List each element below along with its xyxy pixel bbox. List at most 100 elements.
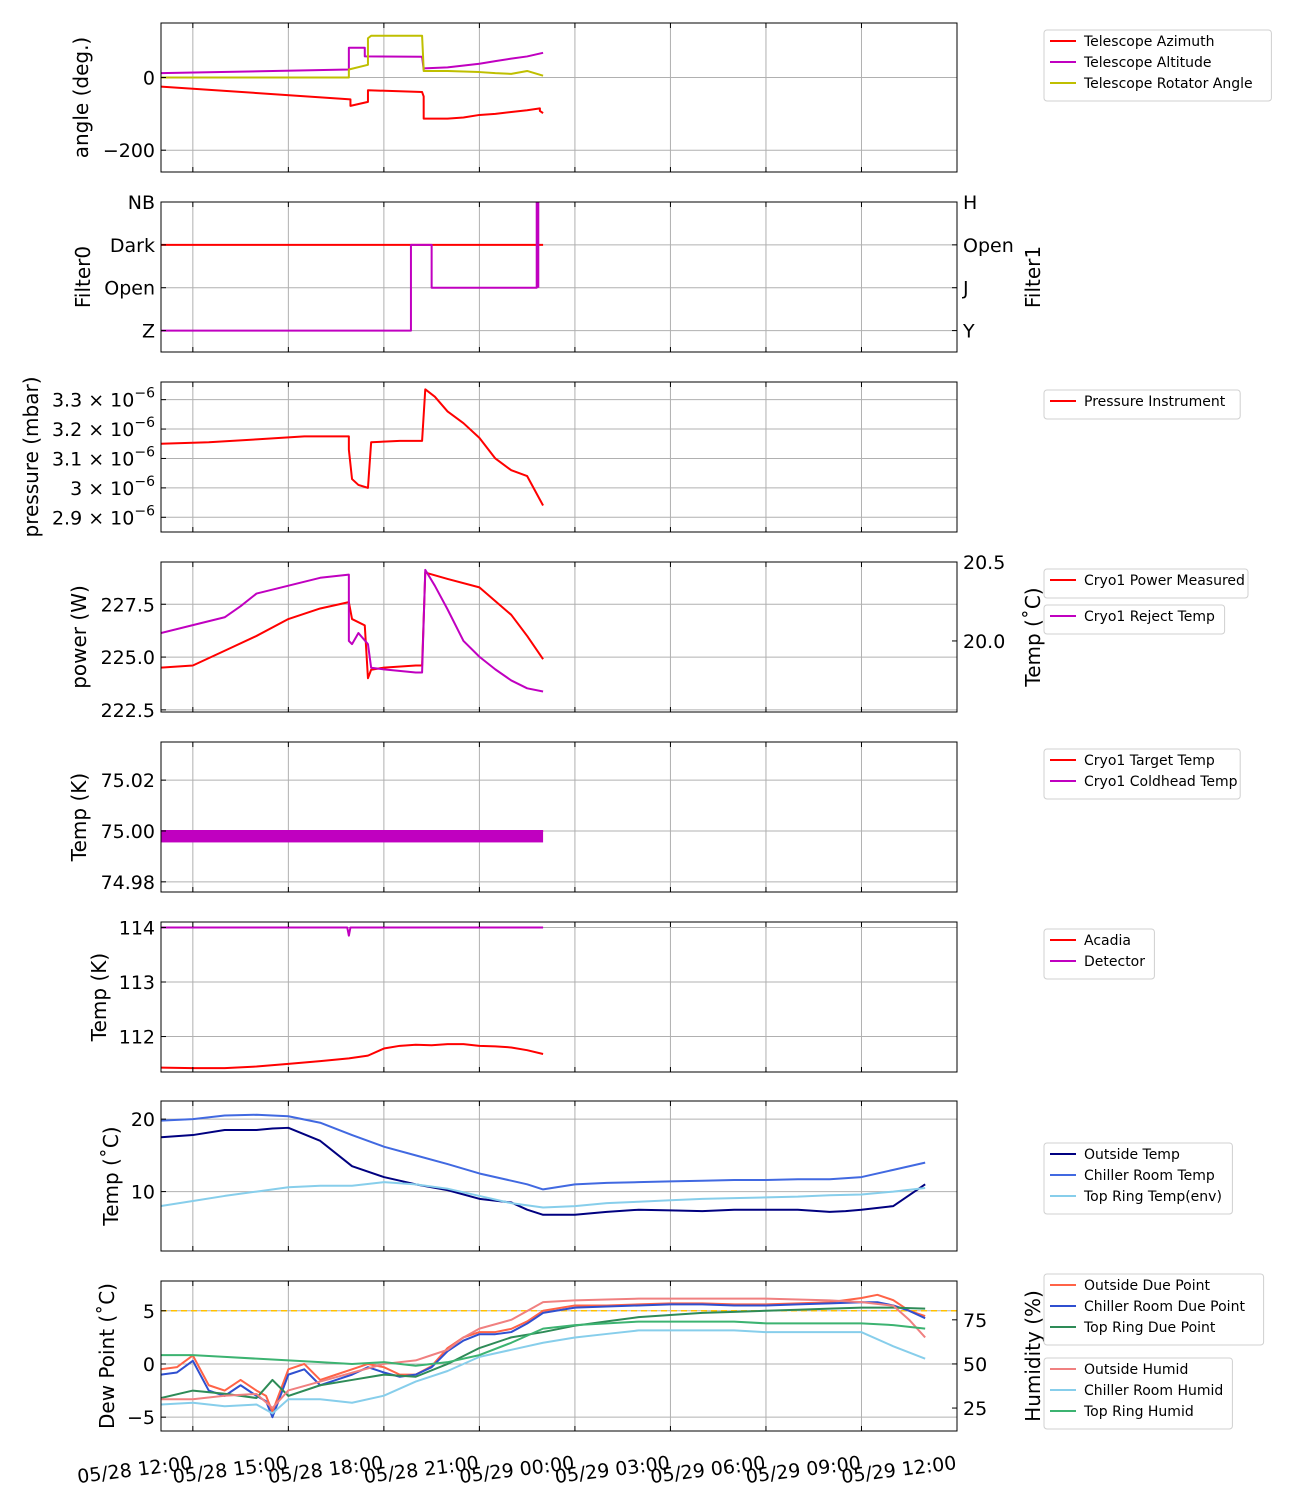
y-tick-label: Dark	[110, 235, 155, 257]
legend-label: Top Ring Due Point	[1083, 1320, 1216, 1336]
y-axis-label: power (W)	[67, 585, 91, 689]
y-tick-label-right: H	[963, 192, 977, 214]
legend: Telescope Azimuth Telescope Altitude Teles…	[1043, 29, 1272, 102]
series-line-telescope-rotator-angle	[161, 34, 544, 79]
legend-box	[1043, 748, 1241, 800]
series-line-chiller-room-humid	[161, 1329, 926, 1415]
y-tick-label-right: J	[962, 278, 969, 300]
y-tick-label: 3.3 × 10−6	[52, 386, 155, 412]
y-tick-label-right: Y	[962, 321, 975, 343]
y-axis-label: Temp (˚C)	[99, 1126, 123, 1226]
series-group	[161, 34, 544, 120]
series-line-top-ring-temp-env-	[161, 1181, 926, 1209]
series-line-outside-humid	[161, 1297, 926, 1410]
legend: Cryo1 Target Temp Cryo1 Coldhead Temp	[1043, 748, 1241, 800]
series-line-top-ring-humid	[161, 1320, 926, 1367]
legend: Cryo1 Reject Temp	[1043, 604, 1226, 635]
y-axis-label-right: Temp (˚C)	[1021, 587, 1045, 687]
y-axis-label: Dew Point (˚C)	[95, 1283, 119, 1429]
y-tick-label-right: 20.5	[963, 552, 1005, 574]
y-axis-label: Temp (K)	[87, 953, 111, 1042]
legend-label: Cryo1 Reject Temp	[1084, 609, 1215, 625]
legend-box	[1043, 568, 1249, 599]
axes-frame	[160, 22, 958, 173]
y-tick-label: 112	[119, 1027, 155, 1049]
legend-label: Top Ring Temp(env)	[1083, 1189, 1222, 1205]
legend: Pressure Instrument	[1043, 389, 1241, 420]
legend-box	[1043, 928, 1155, 980]
y-tick-label-right: Open	[963, 235, 1014, 257]
y-axis-label: pressure (mbar)	[19, 376, 43, 537]
legend-label: Chiller Room Due Point	[1084, 1299, 1245, 1315]
series-line-pressure-instrument	[161, 388, 544, 507]
series-line-cryo1-reject-temp	[161, 568, 544, 693]
y-tick-label: NB	[128, 192, 155, 214]
legend: Acadia Detector	[1043, 928, 1155, 980]
y-tick-label: −5	[127, 1407, 155, 1429]
y-tick-label-right: 75	[963, 1310, 987, 1332]
y-axis-label: Temp (K)	[67, 773, 91, 862]
legend-box	[1043, 29, 1272, 102]
legend-box	[1043, 1142, 1233, 1215]
axes-frame	[160, 561, 958, 713]
y-tick-label: 75.02	[101, 770, 155, 792]
legend-box	[1043, 1273, 1265, 1346]
legend-label: Detector	[1084, 954, 1145, 970]
series-group	[161, 829, 544, 843]
y-tick-label-right: 25	[963, 1398, 987, 1420]
legend-label: Cryo1 Coldhead Temp	[1084, 774, 1238, 790]
legend-box	[1043, 1357, 1233, 1430]
y-axis-label: Filter0	[71, 246, 95, 308]
y-tick-label: 10	[131, 1182, 155, 1204]
y-tick-label: 3.1 × 10−6	[52, 444, 155, 470]
series-group	[161, 388, 544, 507]
y-tick-label-right: 50	[963, 1354, 987, 1376]
legend-label: Acadia	[1084, 933, 1131, 949]
y-tick-label: 20	[131, 1109, 155, 1131]
legend-label: Top Ring Humid	[1083, 1404, 1194, 1420]
series-line-telescope-azimuth	[161, 85, 544, 120]
legend-label: Outside Due Point	[1084, 1278, 1211, 1294]
series-line-detector	[161, 926, 544, 937]
y-tick-label: 3.2 × 10−6	[52, 415, 155, 441]
y-tick-label: 74.98	[101, 872, 155, 894]
legend-label: Telescope Azimuth	[1083, 34, 1214, 50]
y-tick-label: 2.9 × 10−6	[52, 503, 155, 529]
legend-box	[1043, 389, 1241, 420]
series-line-top-ring-due-point	[161, 1306, 926, 1400]
series-line-cryo1-power-measured	[161, 571, 544, 680]
panel-cryo_power: 222.5 225.0 227.5 20.0 20.5 power (W) Temp (˚C…	[67, 552, 1249, 722]
y-axis-label-right: Humidity (%)	[1021, 1290, 1045, 1422]
series-group	[161, 202, 544, 332]
panel-pressure: 2.9 × 10−6 3 × 10−6 3.1 × 10−6 3.2 × 10−6 3.…	[19, 376, 1241, 538]
coldhead-oscillation-band	[161, 830, 544, 843]
legend: Outside Temp Chiller Room Temp Top Ring Te…	[1043, 1142, 1233, 1215]
panel-det_temps: 112 113 114 Temp (K) Acadia Detector	[87, 917, 1155, 1073]
legend-label: Chiller Room Humid	[1084, 1383, 1223, 1399]
y-tick-label: 0	[143, 1354, 155, 1376]
legend-label: Pressure Instrument	[1084, 394, 1226, 410]
series-line-filters-1	[161, 202, 540, 332]
panel-room_temps: 10 20 Temp (˚C) Outside Temp Chiller Room Te…	[99, 1100, 1233, 1252]
y-axis-label: angle (deg.)	[69, 37, 93, 159]
legend: Cryo1 Power Measured	[1043, 568, 1249, 599]
legend-label: Chiller Room Temp	[1084, 1168, 1215, 1184]
y-tick-label: 5	[143, 1301, 155, 1323]
y-tick-label: 225.0	[101, 647, 155, 669]
axes-frame	[160, 201, 958, 353]
legend-label: Cryo1 Target Temp	[1084, 753, 1215, 769]
legend-label: Cryo1 Power Measured	[1084, 573, 1245, 589]
axes-frame	[160, 381, 958, 533]
series-group	[161, 1293, 926, 1419]
y-tick-label: 114	[119, 917, 155, 939]
legend: Outside Due Point Chiller Room Due Point T…	[1043, 1273, 1265, 1346]
y-tick-label: Z	[142, 321, 155, 343]
panel-cryo_temps: 74.98 75.00 75.02 Temp (K) Cryo1 Target Temp…	[67, 741, 1241, 894]
y-tick-label: Open	[104, 278, 155, 300]
y-tick-label: 3 × 10−6	[70, 474, 155, 500]
legend-label: Telescope Altitude	[1083, 55, 1212, 71]
y-tick-label-right: 20.0	[963, 631, 1005, 653]
